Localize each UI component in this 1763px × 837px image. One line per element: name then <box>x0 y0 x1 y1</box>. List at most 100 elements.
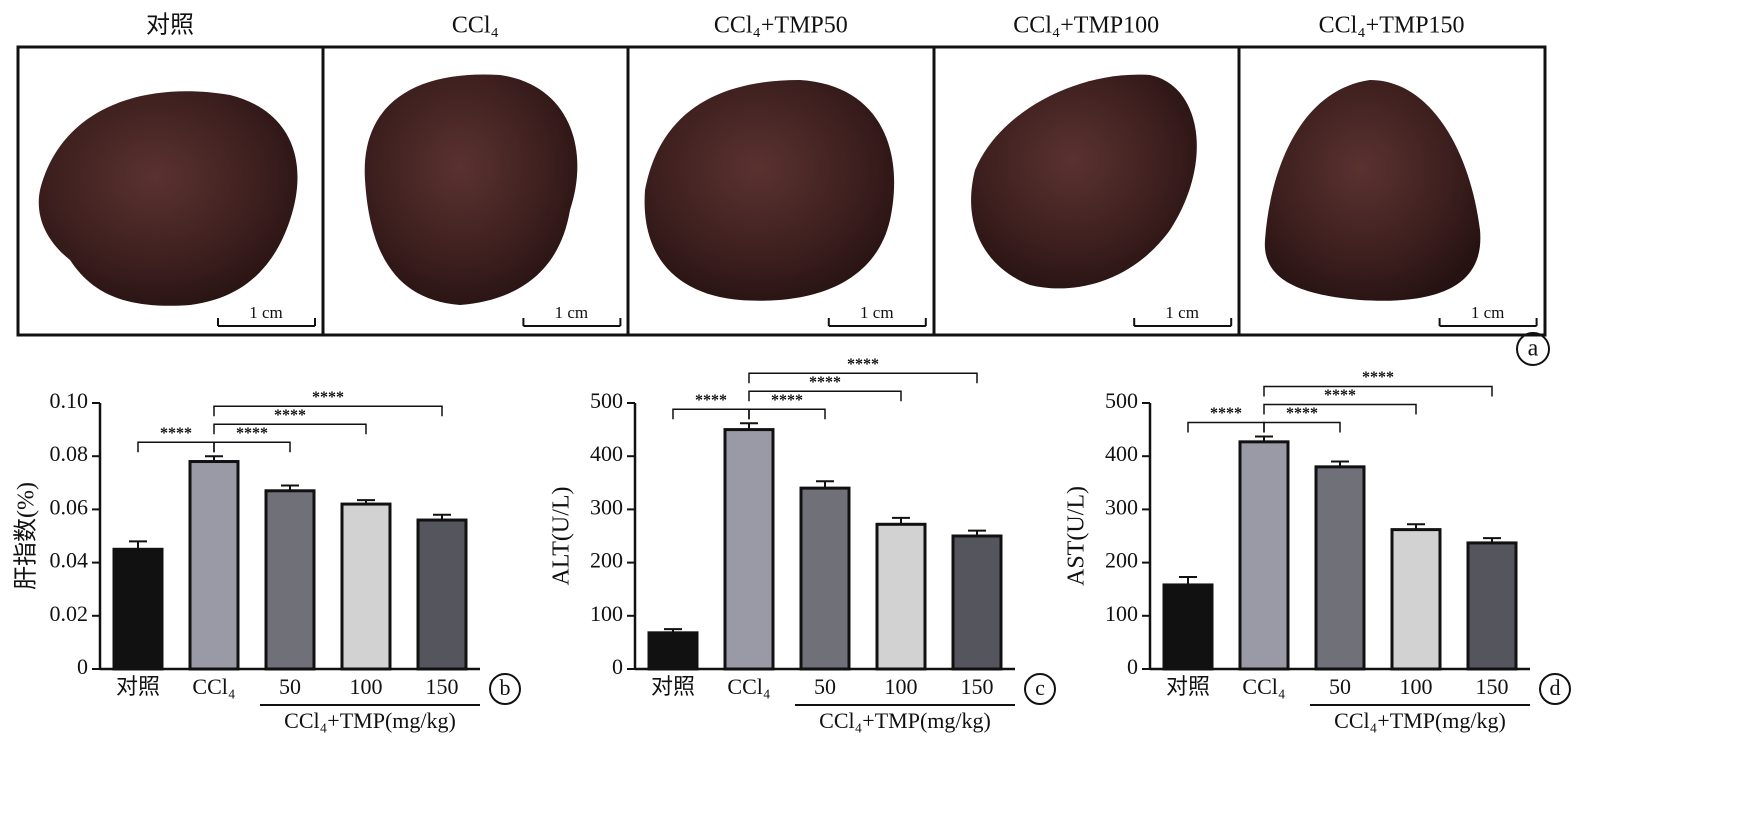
liver-photo <box>971 74 1197 289</box>
significance-bracket <box>213 423 367 435</box>
x-tick-label: 50 <box>279 674 301 699</box>
significance-label: **** <box>695 392 727 409</box>
x-tick-label: CCl₄ <box>192 674 235 699</box>
liver-photo <box>1264 80 1481 301</box>
y-tick-label: 100 <box>1105 601 1138 626</box>
y-tick-label: 400 <box>590 441 623 466</box>
scale-bar-label: 1 cm <box>249 303 283 322</box>
y-tick-label: 0 <box>1127 654 1138 679</box>
bar <box>723 428 775 671</box>
significance-bracket <box>748 372 978 384</box>
bar <box>951 534 1003 671</box>
y-tick-label: 300 <box>1105 494 1138 519</box>
y-tick-label: 400 <box>1105 441 1138 466</box>
panel-label: c <box>1035 675 1045 700</box>
significance-label: **** <box>274 407 306 424</box>
significance-bracket <box>1263 421 1341 433</box>
y-tick-label: 500 <box>1105 388 1138 413</box>
group-label: CCl₄+TMP(mg/kg) <box>284 708 456 733</box>
significance-label: **** <box>1210 405 1242 422</box>
significance-bracket <box>1263 385 1493 397</box>
panel-label: b <box>500 675 511 700</box>
significance-label: **** <box>771 392 803 409</box>
x-tick-label: 50 <box>1329 674 1351 699</box>
x-tick-label: 50 <box>814 674 836 699</box>
y-tick-label: 0.06 <box>50 494 89 519</box>
significance-bracket <box>137 441 215 453</box>
significance-bracket <box>1187 421 1265 433</box>
panel-label-circle <box>1024 673 1056 705</box>
x-tick-label: 100 <box>350 674 383 699</box>
scale-bar-label: 1 cm <box>1471 303 1505 322</box>
bar <box>875 522 927 671</box>
bar <box>1390 528 1442 671</box>
photo-title: CCl₄+TMP150 <box>1319 13 1465 39</box>
photo-title: 对照 <box>146 12 194 39</box>
significance-bracket <box>672 408 750 420</box>
bar <box>1162 583 1214 671</box>
panel-label-circle <box>1516 332 1550 366</box>
bar <box>416 518 468 671</box>
bar <box>647 631 699 671</box>
significance-label: **** <box>312 389 344 406</box>
x-tick-label: 150 <box>961 674 994 699</box>
y-tick-label: 0.08 <box>50 441 89 466</box>
y-tick-label: 0.02 <box>50 601 89 626</box>
significance-label: **** <box>236 425 268 442</box>
bar <box>799 486 851 671</box>
x-tick-label: 150 <box>426 674 459 699</box>
photo-title: CCl₄+TMP50 <box>714 13 848 39</box>
bar <box>1466 541 1518 671</box>
group-label: CCl₄+TMP(mg/kg) <box>1334 708 1506 733</box>
x-tick-label: 对照 <box>1166 674 1210 699</box>
significance-label: **** <box>847 356 879 373</box>
scale-bar-label: 1 cm <box>1165 303 1199 322</box>
scale-bar-label: 1 cm <box>555 303 589 322</box>
photo-title: CCl₄ <box>452 13 499 39</box>
significance-bracket <box>213 441 291 453</box>
y-tick-label: 100 <box>590 601 623 626</box>
y-axis-label: AST(U/L) <box>1064 486 1090 586</box>
x-tick-label: 100 <box>885 674 918 699</box>
significance-label: **** <box>160 425 192 442</box>
y-tick-label: 0 <box>77 654 88 679</box>
significance-label: **** <box>1286 405 1318 422</box>
panel-label: a <box>1528 336 1539 362</box>
y-tick-label: 0 <box>612 654 623 679</box>
x-tick-label: 150 <box>1476 674 1509 699</box>
photo-panel <box>16 45 1547 337</box>
bar <box>340 502 392 671</box>
bar <box>1314 465 1366 671</box>
x-tick-label: 对照 <box>651 674 695 699</box>
y-tick-label: 0.10 <box>50 388 89 413</box>
bar <box>112 547 164 671</box>
liver-photo <box>644 80 895 301</box>
x-tick-label: 100 <box>1400 674 1433 699</box>
significance-bracket <box>1263 403 1417 415</box>
y-tick-label: 200 <box>1105 548 1138 573</box>
y-axis-label: ALT(U/L) <box>549 486 575 585</box>
significance-label: **** <box>1362 369 1394 386</box>
bar <box>188 460 240 671</box>
panel-label-circle <box>489 673 521 705</box>
liver-photo <box>364 74 578 305</box>
x-tick-label: CCl₄ <box>1242 674 1285 699</box>
y-tick-label: 200 <box>590 548 623 573</box>
bar <box>264 489 316 671</box>
significance-label: **** <box>1324 387 1356 404</box>
y-tick-label: 300 <box>590 494 623 519</box>
significance-bracket <box>213 405 443 417</box>
x-tick-label: CCl₄ <box>727 674 770 699</box>
y-axis-label: 肝指数(%) <box>13 482 40 590</box>
group-label: CCl₄+TMP(mg/kg) <box>819 708 991 733</box>
bar <box>1238 440 1290 671</box>
y-tick-label: 500 <box>590 388 623 413</box>
x-tick-label: 对照 <box>116 674 160 699</box>
scale-bar-label: 1 cm <box>860 303 894 322</box>
liver-photo <box>38 91 298 306</box>
significance-bracket <box>748 408 826 420</box>
panel-label-circle <box>1539 673 1571 705</box>
photo-frame <box>16 45 1547 337</box>
photo-title: CCl₄+TMP100 <box>1013 13 1159 39</box>
